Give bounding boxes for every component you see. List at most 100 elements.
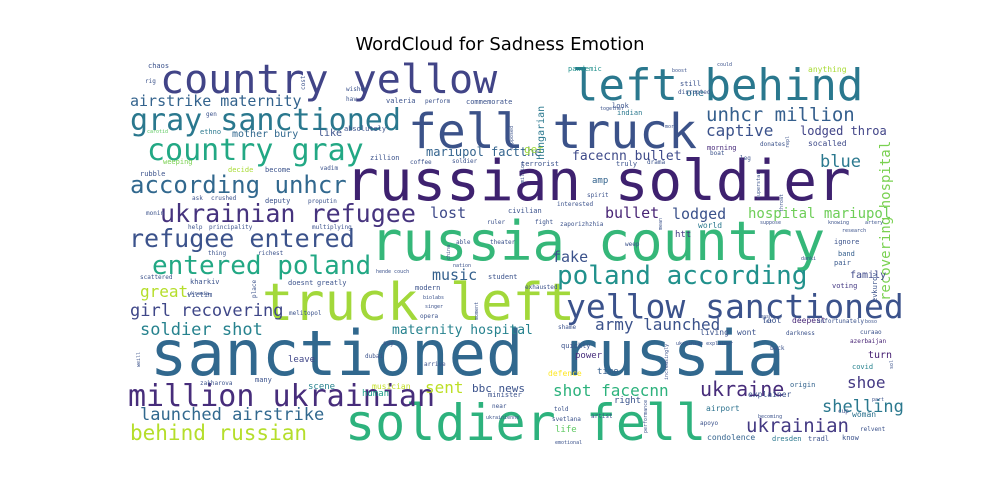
- word-emotional: emotional: [555, 440, 582, 446]
- word-band: band: [838, 250, 855, 258]
- word-refugee-entered: refugee entered: [129, 224, 355, 253]
- word-lost: lost: [430, 204, 466, 222]
- word-cup: cup: [838, 408, 849, 415]
- word-fake: fake: [552, 248, 588, 266]
- word-sol: sol: [889, 360, 895, 369]
- word-scattered: scattered: [140, 274, 173, 281]
- word-opera: opera: [420, 313, 438, 320]
- word-minister: minister: [488, 391, 522, 399]
- word-together: together: [600, 106, 624, 112]
- word-disrupted: disrupted: [678, 89, 711, 96]
- word-many: many: [255, 376, 272, 384]
- word-singer: singer: [425, 304, 443, 310]
- word-origin: origin: [790, 381, 815, 389]
- word-country-yellow: country yellow: [160, 57, 498, 103]
- word-back: back: [770, 345, 785, 352]
- word-one: one: [686, 88, 704, 99]
- word-cost: cost: [300, 75, 307, 90]
- word-biolabs: biolabs: [423, 295, 444, 301]
- word-left-behind: left behind: [572, 60, 863, 111]
- word-valeria: valeria: [386, 97, 416, 105]
- word-family: family: [850, 270, 886, 281]
- word-sent: sent: [425, 378, 464, 397]
- word-yellow-sanctioned: yellow sanctioned: [566, 287, 904, 326]
- word-behind-russian: behind russian: [130, 421, 307, 445]
- word-ukrainian: ukrainian: [746, 415, 849, 437]
- word-human: human: [362, 389, 389, 399]
- word-music: music: [432, 266, 477, 284]
- word-doesnt: doesnt: [288, 279, 313, 287]
- word-according-unhcr: according unhcr: [130, 171, 347, 199]
- word-civilian: civilian: [508, 207, 542, 215]
- word-unhcr-million: unhcr million: [706, 104, 855, 126]
- word-zaporizhzhia: zaporizhzhia: [560, 221, 604, 228]
- word-truly: truly: [616, 160, 637, 168]
- word-absolutely: absolutely: [344, 125, 386, 133]
- word-rig: rig: [145, 78, 156, 85]
- word-place: place: [251, 280, 258, 298]
- word-ignore: ignore: [834, 238, 859, 246]
- word-mort: mort: [665, 124, 677, 130]
- word-condolence: condolence: [707, 433, 755, 442]
- word-voting: voting: [832, 282, 857, 290]
- word-right: right: [614, 396, 641, 406]
- word-htt: htt: [675, 230, 691, 240]
- word-maternity-hospital: maternity hospital: [392, 323, 533, 338]
- word-ukrainian-refugee: ukrainian refugee: [160, 199, 416, 228]
- word-woman: woman: [852, 410, 876, 419]
- word-gray-sanctioned: gray sanctioned: [130, 103, 401, 138]
- word-deepest: deepest: [792, 316, 826, 325]
- word-arrive: arrive: [424, 361, 446, 368]
- word-knowing: knowing: [828, 220, 849, 226]
- word-russia-country: russia country: [370, 210, 825, 273]
- word-nation: nation: [453, 263, 471, 269]
- word-ukrania: ukrania: [188, 291, 209, 297]
- word-danki: danki: [801, 256, 816, 262]
- word-relvent: relvent: [860, 426, 886, 433]
- word-launched-airstrike: launched airstrike: [140, 405, 324, 425]
- word-chaos: chaos: [148, 62, 169, 70]
- word-pair: pair: [834, 259, 851, 267]
- word-bbc-news: bbc news: [472, 382, 525, 395]
- word-hav: hav: [346, 96, 357, 103]
- word-throat: throat: [779, 194, 785, 212]
- chart-title: WordCloud for Sadness Emotion: [355, 34, 645, 55]
- word-modern: modern: [415, 284, 440, 292]
- word-rubble: rubble: [140, 170, 165, 178]
- word-part: part: [872, 397, 884, 403]
- word-sanctioned-russia: sanctioned russia: [150, 317, 785, 390]
- word-bullet: bullet: [605, 204, 659, 222]
- word-boat: boat: [710, 150, 725, 157]
- word-suppose: suppose: [760, 220, 781, 226]
- word-turn: turn: [868, 350, 892, 361]
- word-unfortunately: unfortunately: [817, 318, 864, 325]
- word-artery: artery: [865, 220, 883, 226]
- word-covid: covid: [852, 363, 873, 371]
- word-dubai: dubai: [365, 353, 383, 360]
- word-dresden: dresden: [772, 435, 802, 443]
- word-girl-recovering: girl recovering: [130, 301, 284, 321]
- word-leave: leave: [288, 355, 315, 365]
- word-victim: victim: [187, 291, 212, 299]
- word-gen: gen: [206, 111, 217, 118]
- word-supposed: supposed: [509, 126, 515, 150]
- word-know: know: [842, 434, 860, 442]
- word-lodged-throa: lodged throa: [800, 124, 887, 138]
- word-indian: indian: [617, 109, 642, 117]
- word-like: like: [318, 128, 342, 139]
- word-svetlana: svetlana: [552, 416, 581, 423]
- word-soldier-fell: soldier fell: [345, 394, 706, 452]
- word-shot-facecnn: shot facecnn: [553, 381, 669, 400]
- word-shelling: shelling: [822, 397, 904, 417]
- word-fell-truck: fell truck: [408, 104, 697, 160]
- word-commemorate: commemorate: [466, 98, 512, 106]
- word-let: let: [763, 319, 772, 325]
- cloud-background: [130, 60, 890, 440]
- word-weeping: weeping: [163, 158, 193, 166]
- word-china: china: [446, 245, 452, 260]
- word-army-launched: army launched: [595, 315, 720, 334]
- word-spirit: spirit: [587, 192, 609, 199]
- word-anything: anything: [808, 65, 847, 74]
- word-poland-according: poland according: [557, 261, 807, 291]
